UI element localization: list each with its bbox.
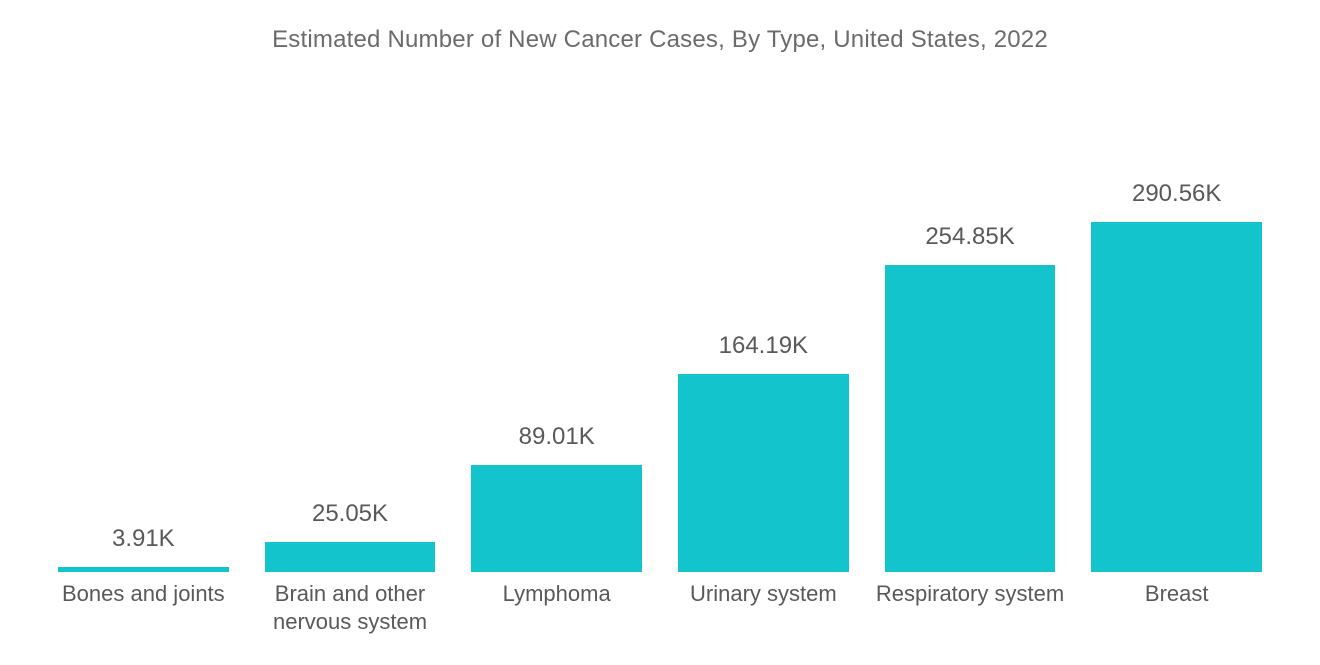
bar-chart: Estimated Number of New Cancer Cases, By…	[0, 0, 1320, 665]
x-tick-label: Bones and joints	[40, 578, 247, 635]
bar-slot: 25.05K	[247, 64, 454, 572]
bar-slot: 3.91K	[40, 64, 247, 572]
bar	[885, 265, 1056, 572]
bar	[58, 567, 229, 572]
x-tick-label: Lymphoma	[453, 578, 660, 635]
x-tick-label: Brain and other nervous system	[247, 578, 454, 635]
bar-value-label: 254.85K	[925, 223, 1014, 251]
bar	[678, 374, 849, 572]
bar	[1091, 222, 1262, 572]
x-tick-label: Urinary system	[660, 578, 867, 635]
bar-value-label: 3.91K	[112, 525, 175, 553]
bar	[471, 465, 642, 572]
x-axis: Bones and jointsBrain and other nervous …	[30, 578, 1290, 635]
bar-value-label: 290.56K	[1132, 180, 1221, 208]
plot-area: 3.91K 25.05K 89.01K 164.19K 254.85K 290.56K	[30, 64, 1290, 572]
bar	[265, 542, 436, 572]
chart-title: Estimated Number of New Cancer Cases, By…	[30, 26, 1290, 54]
bar-value-label: 89.01K	[519, 423, 595, 451]
bar-slot: 164.19K	[660, 64, 867, 572]
bar-slot: 89.01K	[453, 64, 660, 572]
bar-slot: 290.56K	[1073, 64, 1280, 572]
bar-slot: 254.85K	[867, 64, 1074, 572]
x-tick-label: Respiratory system	[867, 578, 1074, 635]
bar-value-label: 164.19K	[719, 332, 808, 360]
x-tick-label: Breast	[1073, 578, 1280, 635]
bar-value-label: 25.05K	[312, 500, 388, 528]
